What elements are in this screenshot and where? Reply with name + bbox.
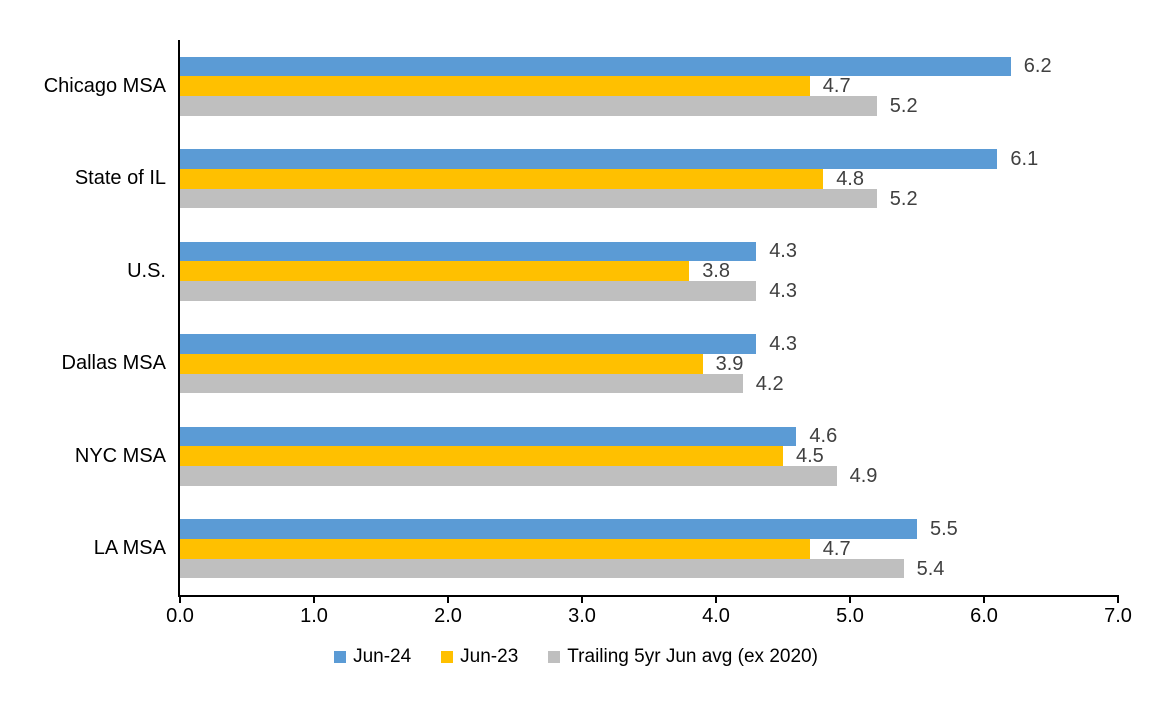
x-axis-tick-label: 4.0: [702, 605, 730, 627]
x-axis-tick: [983, 595, 985, 603]
bar-row: 4.2: [180, 374, 1118, 394]
legend-item: Jun-24: [334, 646, 411, 668]
bar-group: 6.1 4.8 5.2: [180, 133, 1118, 226]
data-label: 5.2: [889, 95, 918, 118]
category-label: Dallas MSA: [61, 352, 166, 375]
bar-group: 5.5 4.7 5.4: [180, 503, 1118, 596]
bar-jun-24: [180, 334, 757, 354]
bar-trailing-5yr-jun-avg-ex-2020-: [180, 558, 904, 579]
legend-swatch-icon: [334, 651, 347, 663]
bar-jun-23: [180, 446, 783, 467]
legend-label: Trailing 5yr Jun avg (ex 2020): [567, 646, 818, 667]
bar-group: 4.6 4.5 4.9: [180, 410, 1118, 503]
data-label: 3.9: [715, 352, 744, 375]
data-label: 4.2: [755, 372, 784, 395]
x-axis-tick-label: 7.0: [1104, 605, 1132, 627]
plot-area: 6.2 4.7 5.2 6.1 4.8 5.2 4.3 3.8 4.3 4.3 3.9 4.2 4.6 4…: [166, 40, 1132, 627]
data-label: 4.5: [796, 445, 824, 468]
category-label: U.S.: [127, 259, 166, 282]
x-axis-tick-label: 6.0: [970, 605, 998, 627]
bar-row: 4.7: [180, 76, 1118, 96]
category-label: LA MSA: [93, 537, 166, 560]
bar-jun-23: [180, 538, 810, 559]
bar-group: 4.3 3.9 4.2: [180, 318, 1118, 411]
bar-row: 4.3: [180, 334, 1118, 354]
bar-row: 5.4: [180, 559, 1118, 579]
bar-jun-23: [180, 353, 703, 374]
legend-swatch-icon: [548, 651, 561, 663]
data-label: 4.3: [769, 332, 797, 355]
legend-item: Trailing 5yr Jun avg (ex 2020): [548, 646, 818, 668]
data-label: 5.5: [930, 517, 958, 540]
bar-row: 4.5: [180, 446, 1118, 466]
x-axis-tick: [179, 595, 181, 603]
bar-jun-24: [180, 56, 1011, 77]
bar-jun-23: [180, 76, 810, 97]
bar-row: 6.1: [180, 149, 1118, 169]
x-axis-tick: [581, 595, 583, 603]
legend-label: Jun-23: [460, 646, 519, 667]
x-axis-tick-label: 5.0: [836, 605, 864, 627]
x-axis-tick-label: 0.0: [166, 605, 194, 627]
legend-item: Jun-23: [441, 646, 518, 668]
bar-row: 5.2: [180, 96, 1118, 116]
bar-jun-24: [180, 149, 998, 169]
x-axis-tick: [849, 595, 851, 603]
category-label: State of IL: [74, 167, 166, 190]
x-axis-tick: [447, 595, 449, 603]
bar-jun-24: [180, 241, 757, 262]
category-label: NYC MSA: [74, 444, 166, 467]
bar-trailing-5yr-jun-avg-ex-2020-: [180, 96, 877, 116]
bar-row: 3.9: [180, 354, 1118, 374]
x-axis-tick-label: 3.0: [568, 605, 596, 627]
bar-row: 4.3: [180, 281, 1118, 301]
x-axis-tick-label: 1.0: [300, 605, 328, 627]
bar-trailing-5yr-jun-avg-ex-2020-: [180, 466, 837, 486]
data-label: 4.3: [769, 280, 797, 303]
data-label: 6.1: [1010, 147, 1039, 170]
bar-group: 4.3 3.8 4.3: [180, 225, 1118, 318]
bar-row: 5.5: [180, 519, 1118, 539]
legend: Jun-24 Jun-23 Trailing 5yr Jun avg (ex 202…: [0, 646, 1152, 668]
bar-jun-24: [180, 519, 917, 539]
bar-row: 4.9: [180, 466, 1118, 486]
bar-trailing-5yr-jun-avg-ex-2020-: [180, 373, 743, 394]
data-label: 4.9: [849, 465, 878, 488]
x-axis-tick: [1117, 595, 1119, 603]
data-label: 6.2: [1023, 55, 1052, 78]
bar-row: 4.3: [180, 240, 1118, 263]
bar-trailing-5yr-jun-avg-ex-2020-: [180, 281, 757, 301]
x-axis-tick: [715, 595, 717, 603]
bar-row: 4.7: [180, 539, 1118, 559]
data-label: 4.7: [822, 75, 851, 98]
data-label: 4.3: [769, 240, 797, 263]
bar-trailing-5yr-jun-avg-ex-2020-: [180, 188, 877, 209]
legend-label: Jun-24: [353, 646, 412, 667]
bar-jun-23: [180, 168, 824, 189]
category-label: Chicago MSA: [43, 74, 166, 97]
bar-row: 4.6: [180, 425, 1118, 448]
data-label: 4.7: [822, 537, 851, 560]
category-axis: Chicago MSA State of IL U.S. Dallas MSA NYC …: [0, 40, 166, 595]
bar-row: 3.8: [180, 261, 1118, 281]
bar-row: 6.2: [180, 55, 1118, 78]
data-label: 5.2: [889, 187, 918, 210]
bar-jun-23: [180, 261, 690, 282]
bar-row: 5.2: [180, 189, 1118, 209]
x-axis-tick: [313, 595, 315, 603]
data-label: 4.6: [809, 425, 838, 448]
data-label: 5.4: [916, 557, 945, 580]
bar-jun-24: [180, 426, 797, 447]
bar-row: 4.8: [180, 169, 1118, 189]
x-axis-tick-label: 2.0: [434, 605, 462, 627]
data-label: 3.8: [702, 260, 730, 283]
legend-swatch-icon: [441, 651, 454, 663]
bar-group: 6.2 4.7 5.2: [180, 40, 1118, 133]
data-label: 4.8: [836, 167, 864, 190]
